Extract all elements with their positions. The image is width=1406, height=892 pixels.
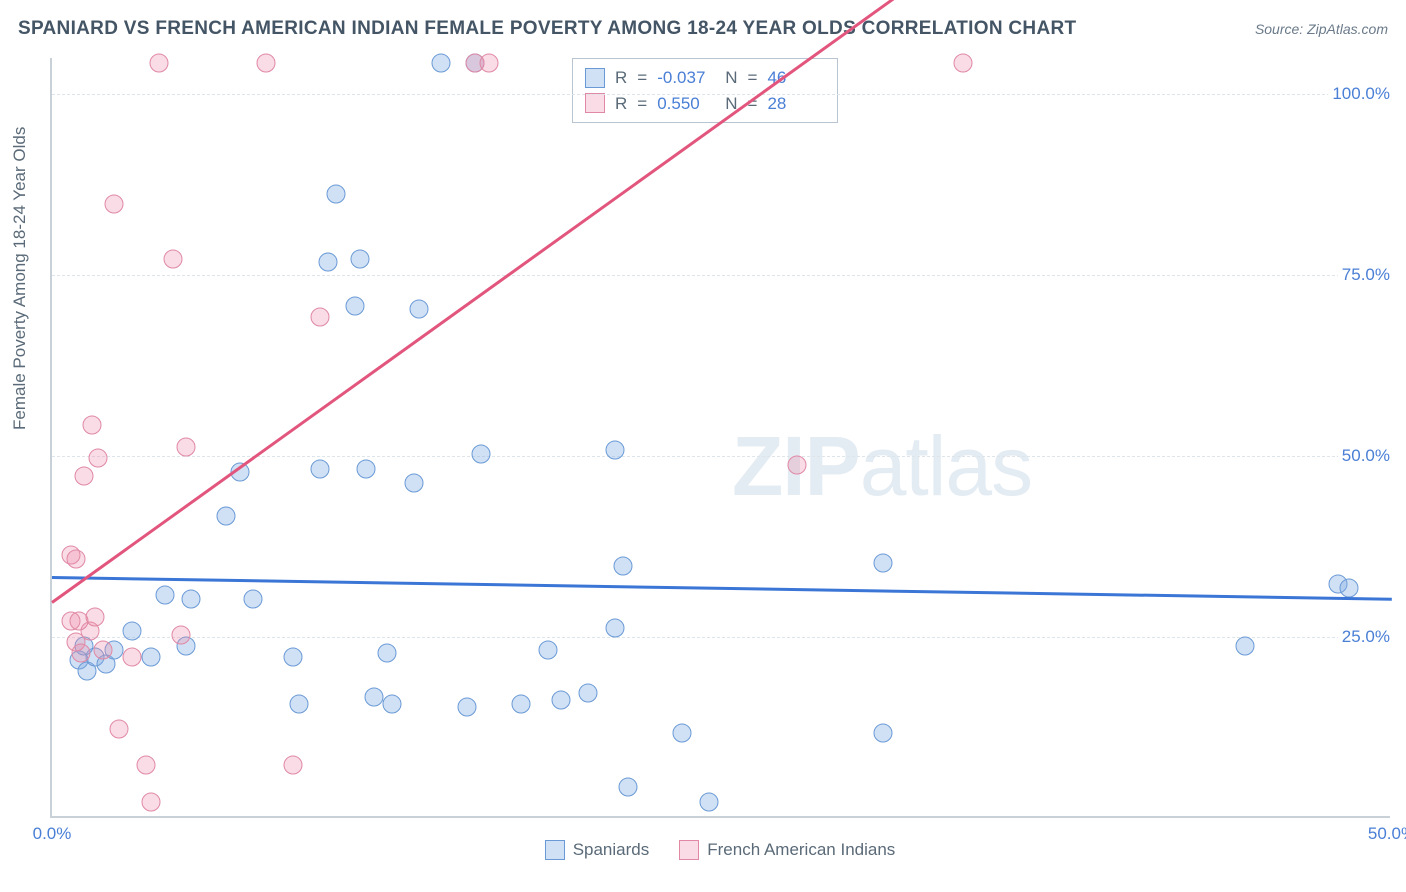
data-point: [404, 474, 423, 493]
data-point: [345, 296, 364, 315]
legend-label: French American Indians: [707, 840, 895, 860]
data-point: [471, 445, 490, 464]
data-point: [142, 647, 161, 666]
data-point: [88, 448, 107, 467]
data-point: [177, 437, 196, 456]
data-point: [605, 618, 624, 637]
data-point: [311, 459, 330, 478]
plot-area: ZIPatlas R=-0.037N=46R=0.550N=28 25.0%50…: [50, 58, 1390, 818]
stat-n-label: N: [725, 65, 737, 91]
data-point: [289, 694, 308, 713]
data-point: [605, 441, 624, 460]
data-point: [110, 720, 129, 739]
bottom-legend: Spaniards French American Indians: [50, 840, 1390, 860]
data-point: [458, 698, 477, 717]
data-point: [136, 756, 155, 775]
data-point: [873, 553, 892, 572]
watermark: ZIPatlas: [732, 418, 1032, 515]
y-tick-label: 100.0%: [1328, 84, 1394, 104]
data-point: [351, 249, 370, 268]
data-point: [171, 626, 190, 645]
data-point: [104, 195, 123, 214]
data-point: [163, 249, 182, 268]
gridline: [52, 275, 1390, 276]
stat-eq: =: [748, 65, 758, 91]
chart-title: SPANIARD VS FRENCH AMERICAN INDIAN FEMAL…: [18, 18, 1076, 40]
data-point: [67, 550, 86, 569]
data-point: [579, 683, 598, 702]
data-point: [311, 307, 330, 326]
data-point: [873, 723, 892, 742]
data-point: [123, 647, 142, 666]
y-axis-label: Female Poverty Among 18-24 Year Olds: [10, 127, 30, 430]
data-point: [69, 611, 88, 630]
data-point: [182, 589, 201, 608]
y-tick-label: 50.0%: [1338, 446, 1394, 466]
data-point: [356, 459, 375, 478]
data-point: [83, 416, 102, 435]
legend-swatch: [679, 840, 699, 860]
data-point: [479, 54, 498, 73]
data-point: [1340, 579, 1359, 598]
data-point: [75, 466, 94, 485]
data-point: [788, 455, 807, 474]
data-point: [85, 607, 104, 626]
data-point: [284, 647, 303, 666]
legend-swatch: [545, 840, 565, 860]
stats-row: R=-0.037N=46: [585, 65, 825, 91]
data-point: [378, 644, 397, 663]
data-point: [364, 687, 383, 706]
data-point: [538, 640, 557, 659]
data-point: [217, 506, 236, 525]
data-point: [410, 300, 429, 319]
data-point: [72, 644, 91, 663]
legend-label: Spaniards: [573, 840, 650, 860]
data-point: [319, 253, 338, 272]
stat-r-label: R: [615, 65, 627, 91]
stat-r-value: -0.037: [657, 65, 715, 91]
data-point: [954, 54, 973, 73]
data-point: [619, 778, 638, 797]
data-point: [699, 792, 718, 811]
y-tick-label: 75.0%: [1338, 265, 1394, 285]
watermark-atlas: atlas: [860, 419, 1032, 513]
y-tick-label: 25.0%: [1338, 627, 1394, 647]
data-point: [123, 622, 142, 641]
data-point: [155, 586, 174, 605]
data-point: [512, 694, 531, 713]
legend-item: Spaniards: [545, 840, 650, 860]
stat-eq: =: [637, 65, 647, 91]
data-point: [284, 756, 303, 775]
data-point: [383, 694, 402, 713]
data-point: [613, 557, 632, 576]
gridline: [52, 637, 1390, 638]
data-point: [431, 54, 450, 73]
data-point: [257, 54, 276, 73]
legend-swatch: [585, 68, 605, 88]
data-point: [1235, 636, 1254, 655]
legend-item: French American Indians: [679, 840, 895, 860]
data-point: [552, 691, 571, 710]
data-point: [672, 723, 691, 742]
legend-swatch: [585, 93, 605, 113]
data-point: [327, 184, 346, 203]
source-label: Source: ZipAtlas.com: [1255, 21, 1388, 37]
data-point: [142, 792, 161, 811]
gridline: [52, 94, 1390, 95]
data-point: [93, 640, 112, 659]
data-point: [150, 54, 169, 73]
data-point: [244, 589, 263, 608]
